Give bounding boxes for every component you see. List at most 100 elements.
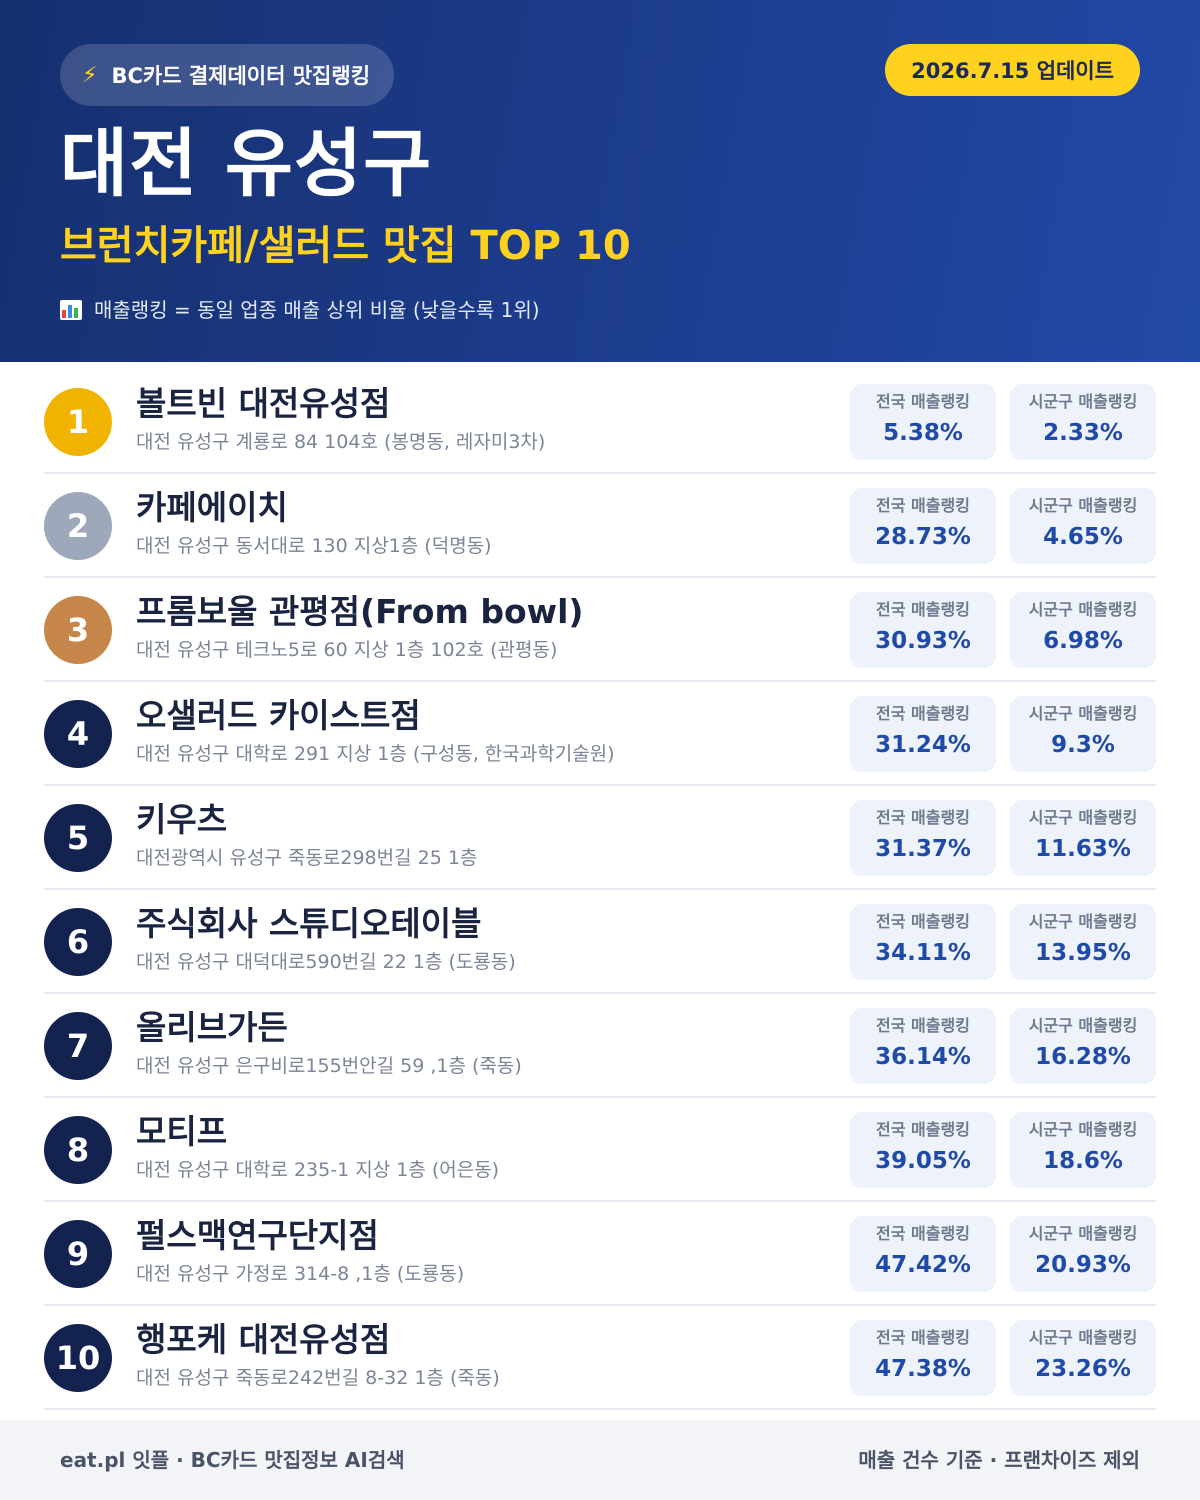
local-ranking-value: 16.28% — [1035, 1044, 1131, 1070]
national-ranking-value: 30.93% — [875, 628, 971, 654]
local-ranking-label: 시군구 매출랭킹 — [1028, 1016, 1138, 1035]
local-ranking-card: 시군구 매출랭킹 9.3% — [1010, 696, 1156, 772]
local-ranking-value: 6.98% — [1043, 628, 1123, 654]
national-ranking-card: 전국 매출랭킹 47.42% — [850, 1216, 996, 1292]
list-item[interactable]: 7 올리브가든 대전 유성구 은구비로155번안길 59 ,1층 (죽동) 전국 매출… — [44, 994, 1156, 1098]
rank-badge: 7 — [44, 1012, 112, 1080]
rank-badge: 6 — [44, 908, 112, 976]
update-date-badge: 2026.7.15 업데이트 — [885, 44, 1140, 96]
restaurant-name: 오샐러드 카이스트점 — [136, 696, 421, 735]
local-ranking-card: 시군구 매출랭킹 13.95% — [1010, 904, 1156, 980]
national-ranking-value: 47.38% — [875, 1356, 971, 1382]
rank-badge: 2 — [44, 492, 112, 560]
local-ranking-value: 20.93% — [1035, 1252, 1131, 1278]
local-ranking-value: 9.3% — [1051, 732, 1115, 758]
footer-criteria: 매출 건수 기준 · 프랜차이즈 제외 — [858, 1448, 1140, 1472]
region-title: 대전 유성구 — [60, 121, 433, 207]
category-title: 브런치카페/샐러드 맛집 TOP 10 — [60, 223, 631, 269]
restaurant-name: 펄스맥연구단지점 — [136, 1216, 379, 1255]
restaurant-address: 대전 유성구 죽동로242번길 8-32 1층 (죽동) — [136, 1367, 500, 1389]
national-ranking-label: 전국 매출랭킹 — [876, 808, 970, 827]
restaurant-name: 키우츠 — [136, 800, 228, 839]
local-ranking-label: 시군구 매출랭킹 — [1028, 912, 1138, 931]
local-ranking-card: 시군구 매출랭킹 18.6% — [1010, 1112, 1156, 1188]
restaurant-name: 모티프 — [136, 1112, 228, 1151]
local-ranking-value: 11.63% — [1035, 836, 1131, 862]
restaurant-address: 대전광역시 유성구 죽동로298번길 25 1층 — [136, 847, 478, 869]
rank-badge: 1 — [44, 388, 112, 456]
local-ranking-value: 4.65% — [1043, 524, 1123, 550]
local-ranking-card: 시군구 매출랭킹 20.93% — [1010, 1216, 1156, 1292]
national-ranking-label: 전국 매출랭킹 — [876, 912, 970, 931]
rank-badge: 8 — [44, 1116, 112, 1184]
national-ranking-label: 전국 매출랭킹 — [876, 600, 970, 619]
list-item[interactable]: 1 볼트빈 대전유성점 대전 유성구 계룡로 84 104호 (봉명동, 레자미3차… — [44, 370, 1156, 474]
local-ranking-card: 시군구 매출랭킹 4.65% — [1010, 488, 1156, 564]
rank-badge: 5 — [44, 804, 112, 872]
restaurant-name: 프롬보울 관평점(From bowl) — [136, 592, 584, 631]
national-ranking-card: 전국 매출랭킹 34.11% — [850, 904, 996, 980]
local-ranking-label: 시군구 매출랭킹 — [1028, 496, 1138, 515]
restaurant-address: 대전 유성구 은구비로155번안길 59 ,1층 (죽동) — [136, 1055, 522, 1077]
footer: eat.pl 잇플 · BC카드 맛집정보 AI검색 매출 건수 기준 · 프랜… — [0, 1420, 1200, 1500]
national-ranking-label: 전국 매출랭킹 — [876, 1016, 970, 1035]
restaurant-address: 대전 유성구 대덕대로590번길 22 1층 (도룡동) — [136, 951, 516, 973]
restaurant-address: 대전 유성구 테크노5로 60 지상 1층 102호 (관평동) — [136, 639, 558, 661]
national-ranking-value: 47.42% — [875, 1252, 971, 1278]
national-ranking-label: 전국 매출랭킹 — [876, 1120, 970, 1139]
national-ranking-value: 36.14% — [875, 1044, 971, 1070]
restaurant-address: 대전 유성구 가정로 314-8 ,1층 (도룡동) — [136, 1263, 465, 1285]
national-ranking-label: 전국 매출랭킹 — [876, 704, 970, 723]
local-ranking-value: 23.26% — [1035, 1356, 1131, 1382]
ranking-note-text: 매출랭킹 = 동일 업종 매출 상위 비율 (낮을수록 1위) — [94, 298, 540, 322]
restaurant-address: 대전 유성구 동서대로 130 지상1층 (덕명동) — [136, 535, 492, 557]
national-ranking-card: 전국 매출랭킹 28.73% — [850, 488, 996, 564]
local-ranking-label: 시군구 매출랭킹 — [1028, 1328, 1138, 1347]
national-ranking-label: 전국 매출랭킹 — [876, 496, 970, 515]
local-ranking-card: 시군구 매출랭킹 6.98% — [1010, 592, 1156, 668]
national-ranking-value: 5.38% — [883, 420, 963, 446]
restaurant-name: 카페에이치 — [136, 488, 288, 527]
source-label: BC카드 결제데이터 맛집랭킹 — [111, 64, 371, 88]
rank-badge: 10 — [44, 1324, 112, 1392]
local-ranking-card: 시군구 매출랭킹 11.63% — [1010, 800, 1156, 876]
national-ranking-value: 34.11% — [875, 940, 971, 966]
national-ranking-card: 전국 매출랭킹 31.37% — [850, 800, 996, 876]
local-ranking-label: 시군구 매출랭킹 — [1028, 808, 1138, 827]
national-ranking-value: 31.24% — [875, 732, 971, 758]
rank-badge: 9 — [44, 1220, 112, 1288]
local-ranking-value: 18.6% — [1043, 1148, 1123, 1174]
rank-badge: 4 — [44, 700, 112, 768]
restaurant-address: 대전 유성구 대학로 291 지상 1층 (구성동, 한국과학기술원) — [136, 743, 615, 765]
national-ranking-card: 전국 매출랭킹 30.93% — [850, 592, 996, 668]
list-item[interactable]: 3 프롬보울 관평점(From bowl) 대전 유성구 테크노5로 60 지상 1… — [44, 578, 1156, 682]
local-ranking-label: 시군구 매출랭킹 — [1028, 1224, 1138, 1243]
local-ranking-value: 2.33% — [1043, 420, 1123, 446]
national-ranking-value: 31.37% — [875, 836, 971, 862]
restaurant-name: 행포케 대전유성점 — [136, 1320, 391, 1359]
national-ranking-label: 전국 매출랭킹 — [876, 392, 970, 411]
ranking-note: 매출랭킹 = 동일 업종 매출 상위 비율 (낮을수록 1위) — [60, 294, 540, 326]
national-ranking-card: 전국 매출랭킹 5.38% — [850, 384, 996, 460]
local-ranking-label: 시군구 매출랭킹 — [1028, 600, 1138, 619]
update-label: 2026.7.15 업데이트 — [911, 59, 1114, 83]
national-ranking-label: 전국 매출랭킹 — [876, 1224, 970, 1243]
national-ranking-value: 28.73% — [875, 524, 971, 550]
header-banner: ⚡ BC카드 결제데이터 맛집랭킹 2026.7.15 업데이트 대전 유성구 … — [0, 0, 1200, 362]
national-ranking-card: 전국 매출랭킹 47.38% — [850, 1320, 996, 1396]
restaurant-address: 대전 유성구 계룡로 84 104호 (봉명동, 레자미3차) — [136, 431, 546, 453]
local-ranking-label: 시군구 매출랭킹 — [1028, 1120, 1138, 1139]
local-ranking-label: 시군구 매출랭킹 — [1028, 392, 1138, 411]
national-ranking-card: 전국 매출랭킹 31.24% — [850, 696, 996, 772]
national-ranking-value: 39.05% — [875, 1148, 971, 1174]
restaurant-name: 주식회사 스튜디오테이블 — [136, 904, 482, 943]
restaurant-address: 대전 유성구 대학로 235-1 지상 1층 (어은동) — [136, 1159, 500, 1181]
rank-badge: 3 — [44, 596, 112, 664]
